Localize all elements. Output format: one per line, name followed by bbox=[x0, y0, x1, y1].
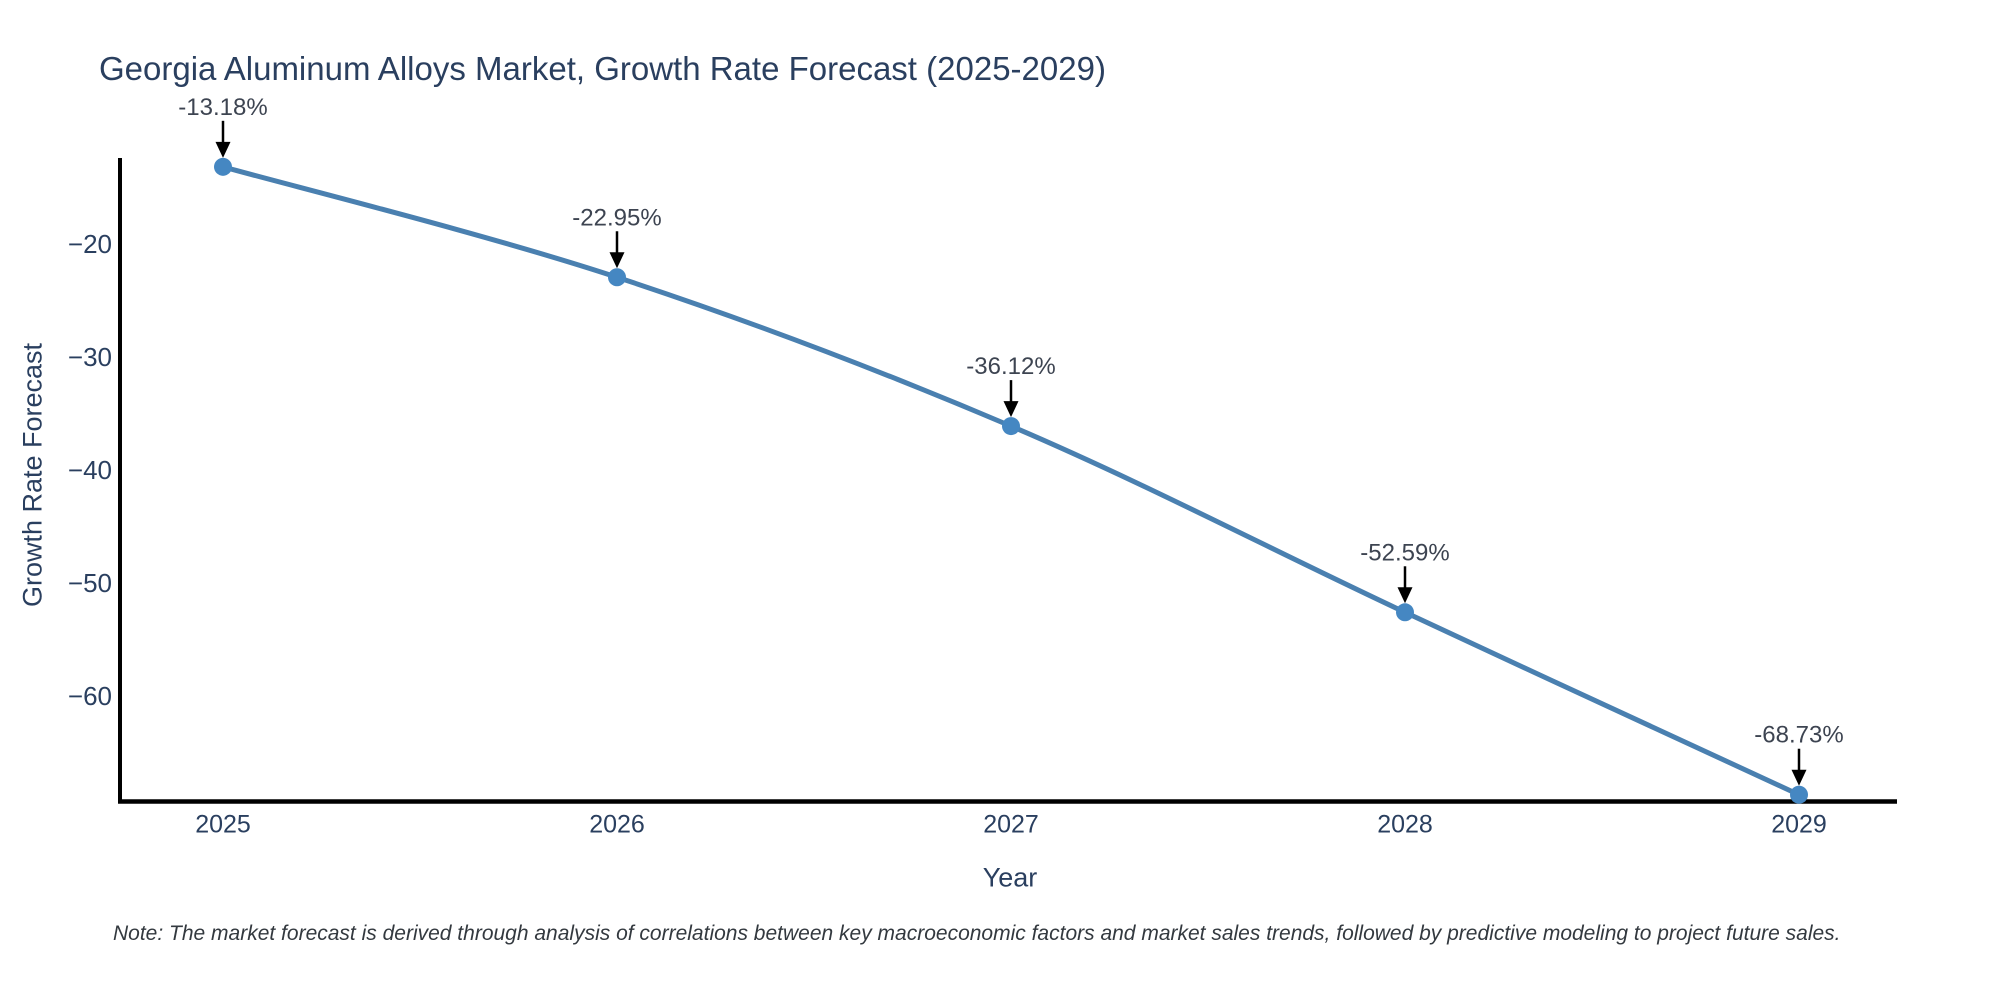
x-tick-label: 2028 bbox=[1377, 811, 1433, 839]
y-tick-label: −60 bbox=[68, 681, 112, 711]
data-point bbox=[1002, 417, 1020, 436]
annotation-label: -22.95% bbox=[572, 204, 661, 231]
annotation-arrow-head bbox=[1003, 401, 1019, 418]
annotation-label: -52.59% bbox=[1360, 539, 1449, 566]
annotation-arrow-head bbox=[1397, 587, 1413, 604]
data-point bbox=[214, 157, 232, 176]
annotation-label: -13.18% bbox=[178, 94, 267, 121]
y-tick-label: −50 bbox=[68, 568, 112, 598]
y-tick-label: −30 bbox=[68, 342, 112, 372]
data-point bbox=[608, 268, 626, 287]
data-point bbox=[1790, 785, 1808, 804]
x-tick-label: 2027 bbox=[983, 811, 1039, 839]
annotation-arrow-head bbox=[609, 252, 625, 269]
x-tick-label: 2026 bbox=[589, 811, 645, 839]
x-tick-label: 2029 bbox=[1771, 811, 1827, 839]
x-axis-title: Year bbox=[982, 862, 1038, 893]
chart-title: Georgia Aluminum Alloys Market, Growth R… bbox=[99, 50, 1106, 87]
annotation-arrow-head bbox=[215, 141, 231, 158]
footnote: Note: The market forecast is derived thr… bbox=[113, 922, 1841, 945]
y-tick-label: −40 bbox=[68, 455, 112, 485]
y-tick-label: −20 bbox=[68, 229, 112, 259]
x-tick-label: 2025 bbox=[195, 811, 251, 839]
annotation-arrow-head bbox=[1791, 769, 1807, 786]
annotation-label: -36.12% bbox=[966, 353, 1055, 380]
annotation-label: -68.73% bbox=[1754, 722, 1843, 749]
data-point bbox=[1396, 603, 1414, 622]
forecast-line bbox=[220, 164, 1802, 798]
